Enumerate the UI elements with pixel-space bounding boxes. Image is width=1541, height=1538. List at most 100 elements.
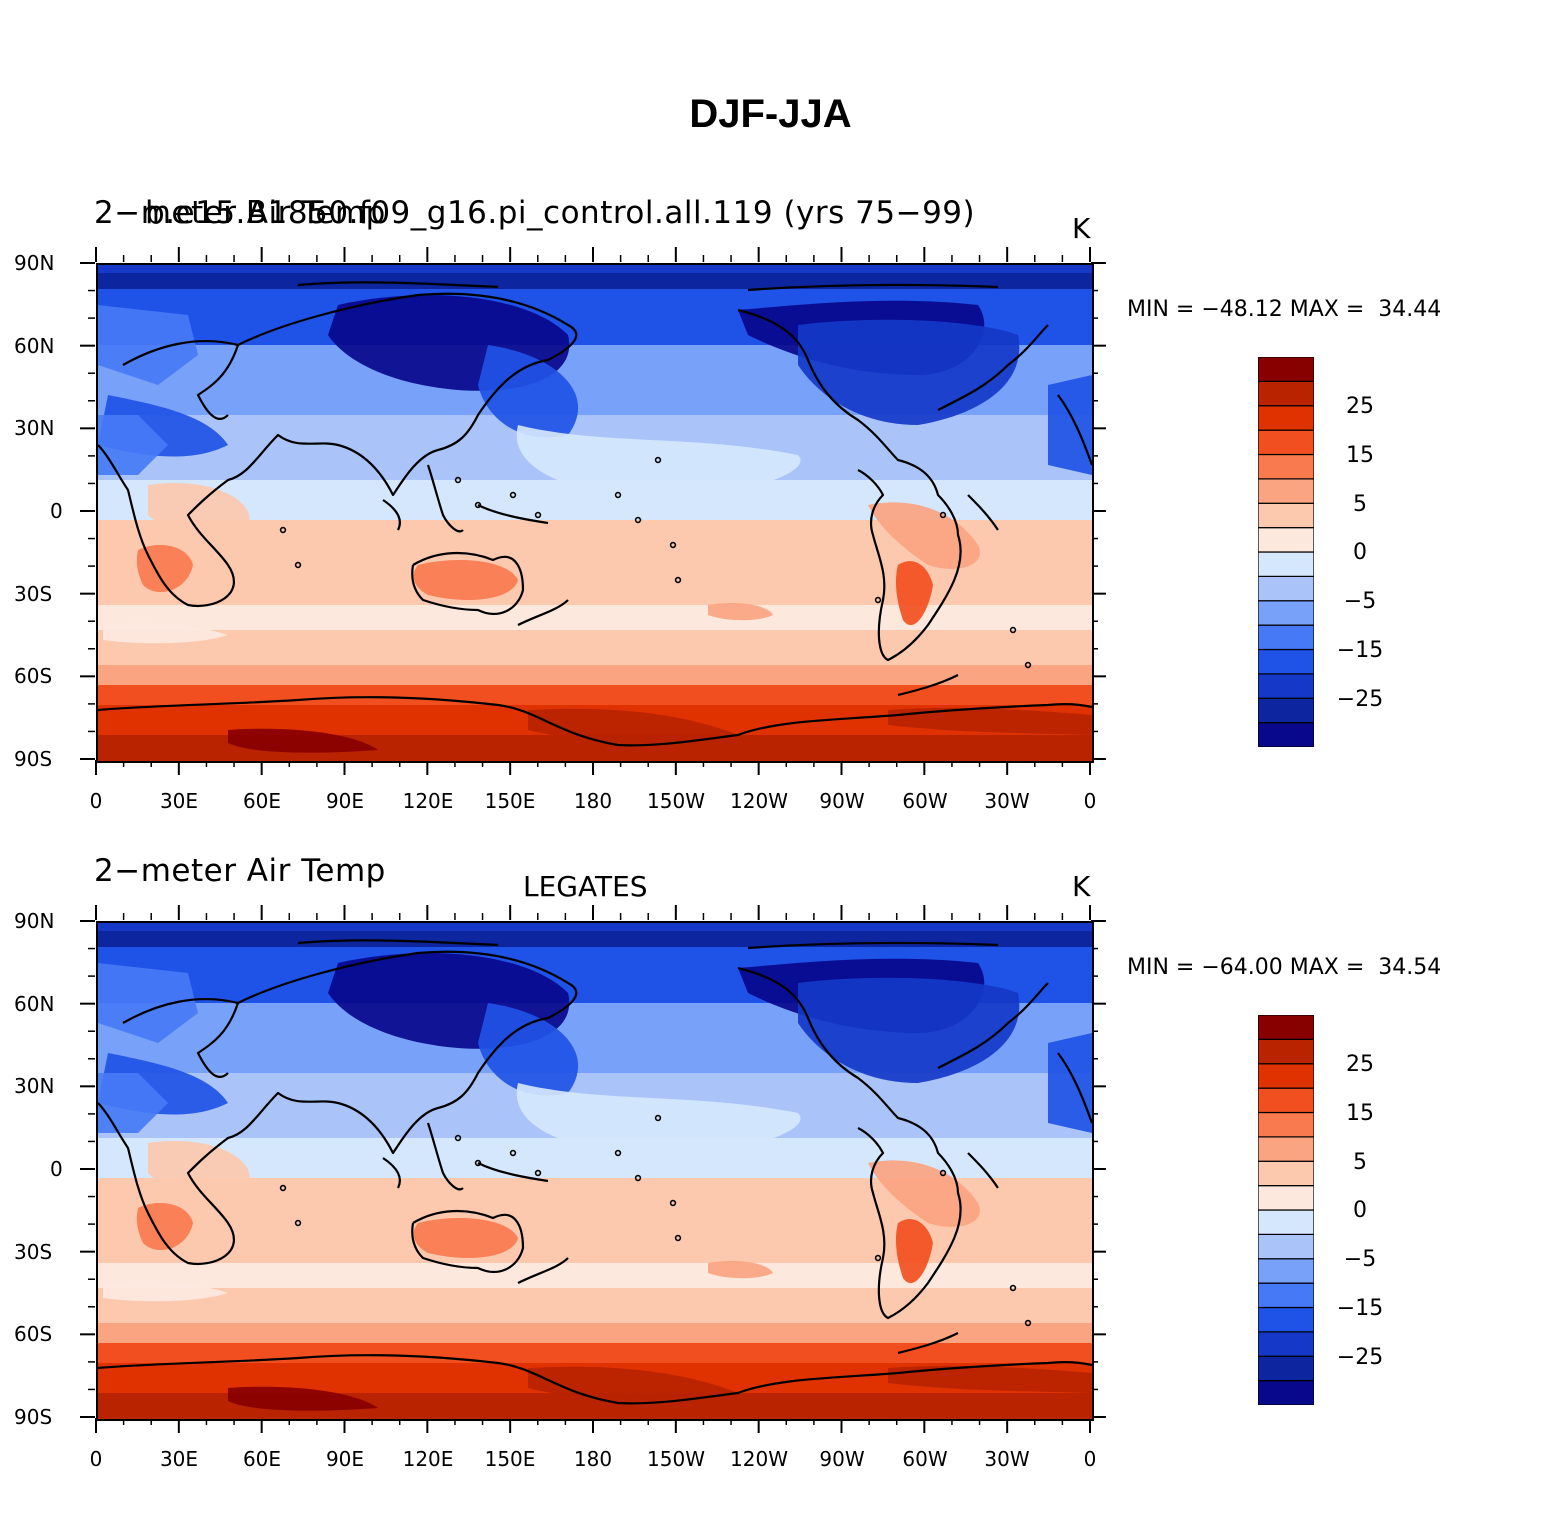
- colorbar-box: [1258, 357, 1314, 382]
- x-tick-label: 120W: [730, 1447, 788, 1471]
- axis-ticks: [80, 247, 1106, 775]
- y-tick-label: 90N: [14, 251, 55, 275]
- color-bar: [1258, 357, 1314, 747]
- x-tick-label: 60W: [902, 789, 948, 813]
- temperature-region: [478, 1003, 579, 1096]
- coastline: [297, 939, 499, 947]
- colorbar-box: [1258, 1355, 1314, 1382]
- coastline: [426, 464, 464, 533]
- island-outline: [509, 491, 517, 499]
- temperature-region: [516, 425, 801, 497]
- max-value: MAX = 34.54: [1289, 955, 1442, 980]
- island-outline: [634, 1174, 642, 1182]
- global-map: [96, 921, 1094, 1421]
- panel-units: K: [1072, 212, 1091, 245]
- coastline: [937, 324, 1049, 411]
- island-outline: [674, 576, 682, 584]
- coastline: [98, 950, 578, 1266]
- island-outline: [1009, 626, 1017, 634]
- temperature-region: [708, 603, 773, 621]
- colorbar-box: [1258, 648, 1314, 675]
- coastline: [747, 941, 999, 950]
- colorbar-box: [1258, 1233, 1314, 1260]
- y-tick-label: 30S: [14, 1240, 53, 1264]
- temperature-region: [478, 345, 579, 438]
- y-tick-label: 0: [50, 1157, 63, 1181]
- island-outline: [534, 511, 542, 519]
- x-tick-label: 60E: [242, 789, 282, 813]
- coastline: [196, 344, 240, 420]
- island-outline: [474, 1159, 482, 1167]
- coastline: [897, 674, 959, 697]
- temperature-region: [148, 1141, 250, 1194]
- temperature-band: [98, 630, 1092, 665]
- temperature-region: [136, 1203, 193, 1251]
- temperature-region: [528, 1366, 738, 1400]
- colorbar-box: [1258, 600, 1314, 626]
- y-tick-label: 60N: [14, 992, 55, 1016]
- y-tick-label: 60N: [14, 334, 55, 358]
- colorbar-box: [1258, 722, 1314, 747]
- colorbar-box: [1258, 575, 1314, 602]
- colorbar-box: [1258, 1136, 1314, 1162]
- x-tick-label: 0: [89, 789, 103, 813]
- temperature-region: [798, 977, 1020, 1083]
- x-tick-label: 120W: [730, 789, 788, 813]
- panel-units: K: [1072, 870, 1091, 903]
- coastline: [477, 1162, 549, 1183]
- min-max-readout: MIN = −64.00 MAX = 34.54: [1127, 955, 1441, 980]
- y-tick-label: 30S: [14, 582, 53, 606]
- temperature-region: [888, 707, 1092, 735]
- x-tick-label: 120E: [402, 1447, 454, 1471]
- colorbar-label: −15: [1336, 638, 1384, 663]
- coastline: [937, 982, 1049, 1069]
- island-outline: [634, 516, 642, 524]
- y-tick-label: 30N: [14, 416, 55, 440]
- x-tick-label: 0: [89, 1447, 103, 1471]
- temperature-region: [1048, 375, 1092, 475]
- island-outline: [1024, 1319, 1032, 1327]
- temperature-region: [1048, 1033, 1092, 1133]
- island-outline: [294, 1219, 302, 1227]
- panel-left-string: 2−meter Air Temp: [94, 853, 386, 889]
- island-outline: [454, 476, 462, 484]
- island-outline: [939, 511, 947, 519]
- x-tick-label: 90E: [325, 1447, 365, 1471]
- y-tick-label: 0: [50, 499, 63, 523]
- colorbar-label: 25: [1346, 1052, 1374, 1077]
- min-max-readout: MIN = −48.12 MAX = 34.44: [1127, 297, 1441, 322]
- temperature-region: [413, 1218, 518, 1258]
- coastline: [1057, 394, 1092, 466]
- x-tick-label: 180: [573, 1447, 613, 1471]
- colorbar-box: [1258, 1063, 1314, 1089]
- colorbar-box: [1258, 551, 1314, 577]
- island-outline: [279, 526, 287, 534]
- panel-observations: 2−meter Air Temp LEGATES K MIN = −64.00 …: [0, 853, 1541, 1513]
- temperature-band: [98, 1323, 1092, 1343]
- map-canvas: [98, 265, 1092, 761]
- island-outline: [939, 1169, 947, 1177]
- island-outline: [294, 561, 302, 569]
- coastline: [967, 1152, 999, 1189]
- temperature-region: [798, 319, 1020, 425]
- temperature-band: [98, 605, 1092, 630]
- coastline: [411, 1210, 525, 1273]
- colorbar-label: 25: [1346, 394, 1374, 419]
- x-tick-label: 90W: [819, 789, 865, 813]
- island-outline: [874, 1254, 882, 1262]
- coastline: [517, 1257, 569, 1284]
- colorbar-label: −5: [1343, 589, 1377, 614]
- island-outline: [279, 1184, 287, 1192]
- temperature-region: [103, 1281, 228, 1302]
- x-tick-label: 30W: [984, 789, 1030, 813]
- temperature-band: [98, 1263, 1092, 1288]
- y-tick-label: 60S: [14, 664, 53, 688]
- temperature-region: [708, 1261, 773, 1279]
- colorbar-label: 0: [1353, 1198, 1367, 1223]
- y-tick-label: 90S: [14, 1405, 53, 1429]
- island-outline: [669, 1199, 677, 1207]
- colorbar-label: 5: [1353, 492, 1367, 517]
- max-value: MAX = 34.44: [1289, 297, 1442, 322]
- x-tick-label: 120E: [402, 789, 454, 813]
- colorbar-box: [1258, 1331, 1314, 1357]
